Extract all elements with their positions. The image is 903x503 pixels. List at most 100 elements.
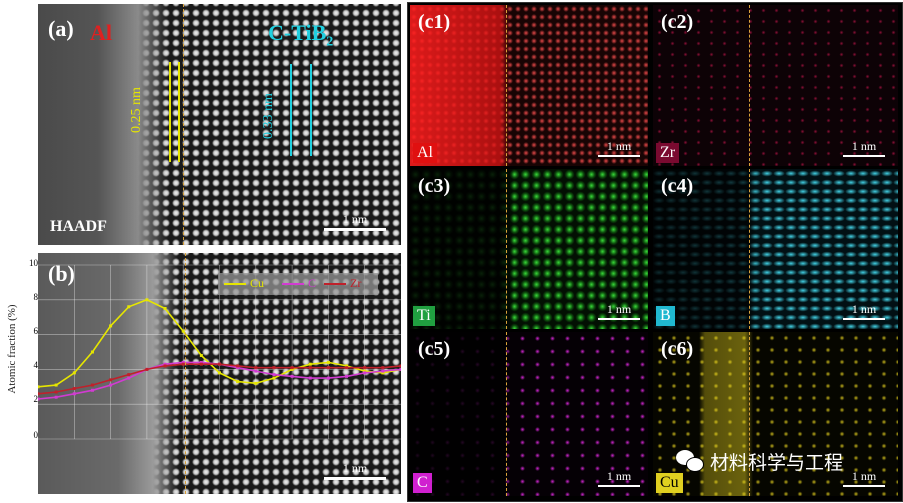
legend-zr-label: Zr [350, 276, 362, 290]
map-c3-label: (c3) [418, 175, 451, 197]
data-point-cu [363, 369, 367, 373]
map-c5-element: C [413, 473, 432, 493]
y-tick-8: 8 [33, 292, 39, 302]
data-point-zr [54, 390, 58, 394]
data-point-zr [199, 362, 203, 366]
y-tick-6: 6 [33, 326, 39, 336]
panel-a-label: (a) [48, 16, 74, 41]
interface-dashed-line-b [185, 253, 186, 494]
phase-tib2-main: C-TiB [268, 20, 327, 45]
map-c1-label: (c1) [418, 11, 451, 33]
scale-bar-a-text: 1 nm [342, 212, 368, 226]
data-point-zr [38, 392, 40, 396]
map-c4-interface [749, 169, 750, 329]
map-c2-scale-text: 1 nm [851, 139, 877, 153]
data-point-cu [272, 376, 276, 380]
map-c5-scale-text: 1 nm [606, 469, 632, 483]
data-point-zr [72, 387, 76, 391]
al-spacing-line-1 [169, 62, 171, 162]
data-point-cu [290, 367, 294, 371]
data-point-cu [308, 362, 312, 366]
legend-cu-label: Cu [250, 276, 265, 290]
y-tick-0: 0 [33, 430, 39, 440]
legend-zr-line [324, 283, 346, 285]
map-c3-ti: (c3) Ti 1 nm [410, 169, 648, 329]
map-c4-scale: 1 nm [843, 302, 885, 320]
y-tick-10: 10 [29, 258, 38, 268]
map-c2-interface [749, 5, 750, 166]
wechat-watermark: 材料科学与工程 [676, 446, 843, 476]
al-spacing-label: 0.25 nm [128, 87, 144, 133]
data-point-cu [54, 383, 58, 387]
data-point-zr [272, 366, 276, 370]
data-point-c [109, 383, 113, 387]
scale-bar-a: 1 nm [324, 212, 386, 231]
data-point-zr [399, 364, 401, 368]
map-c2-zr: (c2) Zr 1 nm [653, 5, 898, 166]
data-point-cu [218, 371, 221, 375]
tib2-spacing-label: 0.33 nm [260, 93, 276, 139]
data-point-cu [145, 298, 149, 302]
al-spacing-line-2 [178, 62, 180, 162]
data-point-zr [218, 362, 221, 366]
legend-c-label: C [308, 276, 317, 290]
data-point-c [363, 371, 367, 375]
panel-b-label: (b) [48, 261, 75, 286]
map-c6-scale-text: 1 nm [851, 469, 877, 483]
data-point-cu [254, 381, 258, 385]
watermark-text: 材料科学与工程 [710, 451, 844, 474]
data-point-zr [326, 366, 330, 370]
data-point-c [38, 397, 40, 401]
data-point-cu [181, 329, 185, 333]
chart-legend: Cu C Zr [218, 273, 378, 295]
scale-bar-b-text: 1 nm [342, 461, 368, 475]
map-c6-label: (c6) [661, 338, 694, 360]
data-point-zr [109, 378, 113, 382]
data-point-c [308, 376, 312, 380]
data-point-c [72, 392, 76, 396]
map-c6-interface [749, 332, 750, 496]
tib2-spacing-line-2 [310, 64, 312, 156]
panel-a-haadf-image: (a) Al C-TiB2 0.25 nm 0.33 nm HAADF 1 nm [38, 4, 401, 245]
map-c2-element: Zr [656, 143, 680, 163]
data-point-cu [326, 360, 330, 364]
map-c5-interface [506, 332, 507, 496]
wechat-logo-icon [676, 450, 704, 472]
data-point-c [54, 395, 58, 399]
data-point-zr [236, 364, 240, 368]
data-point-c [127, 376, 131, 380]
data-point-cu [199, 353, 203, 357]
map-c1-element: Al [413, 143, 437, 163]
data-point-c [199, 360, 203, 364]
map-c1-scale-text: 1 nm [606, 139, 632, 153]
data-point-zr [345, 366, 349, 370]
y-tick-labels: 10 8 6 4 2 0 [20, 258, 38, 448]
phase-al-label: Al [90, 20, 112, 45]
data-point-zr [363, 366, 367, 370]
map-c1-scale: 1 nm [598, 139, 640, 157]
data-point-zr [145, 367, 149, 371]
data-point-cu [127, 305, 131, 309]
map-c3-element: Ti [413, 306, 435, 326]
map-c1-interface [506, 5, 507, 166]
map-c4-scale-text: 1 nm [851, 302, 877, 316]
data-point-zr [90, 383, 94, 387]
map-c6-element: Cu [656, 473, 683, 493]
data-point-cu [72, 371, 76, 375]
map-c4-element: B [656, 306, 675, 326]
phase-tib2-sub: 2 [326, 34, 334, 50]
detector-label: HAADF [50, 218, 107, 235]
panel-b-linescan: (b) Cu C Zr 1 nm [38, 253, 401, 494]
data-point-cu [38, 385, 40, 389]
map-c5-scale: 1 nm [598, 469, 640, 487]
data-point-cu [345, 364, 349, 368]
data-point-cu [236, 380, 240, 384]
map-c3-scale-text: 1 nm [606, 302, 632, 316]
data-point-c [254, 369, 258, 373]
legend-cu-line [224, 283, 246, 285]
data-point-zr [290, 366, 294, 370]
y-axis-title: Atomic fraction (%) [6, 304, 18, 394]
tib2-spacing-line-1 [290, 64, 292, 156]
data-point-zr [254, 366, 258, 370]
map-c5-c: (c5) C 1 nm [410, 332, 648, 496]
